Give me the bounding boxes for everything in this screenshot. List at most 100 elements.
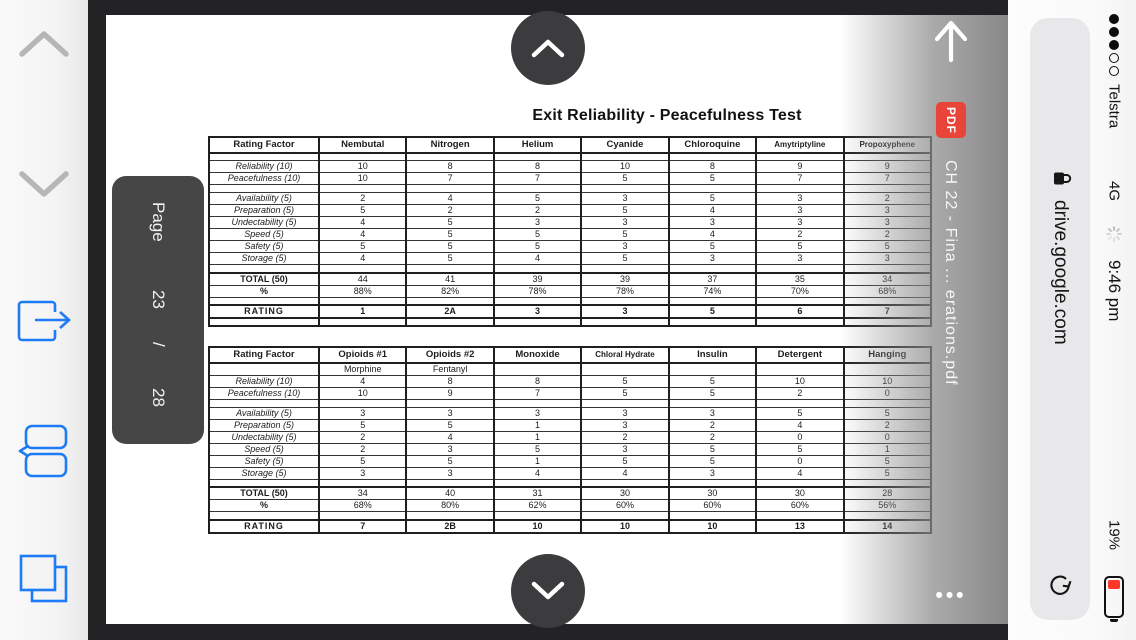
table-cell: 7	[492, 386, 583, 400]
more-options-button[interactable]: •••	[935, 584, 967, 607]
row-label	[208, 317, 320, 327]
table-cell	[667, 398, 758, 408]
address-bar[interactable]: drive.google.com	[1030, 18, 1090, 620]
table-cell	[755, 317, 845, 327]
table-row: Undectability (5) 4 5 3 3 3 3 3	[208, 216, 933, 230]
table-cell: 0	[755, 430, 845, 444]
table-cell: 3	[842, 252, 933, 266]
table-cell	[667, 511, 758, 521]
table-row: Availability (5) 3 3 3 3 3 5 5	[208, 406, 933, 420]
close-viewer-button[interactable]	[931, 18, 971, 69]
lock-icon	[1048, 171, 1073, 187]
table-cell	[842, 317, 933, 327]
table-cell: 3	[580, 406, 670, 420]
table-cell: 31	[492, 486, 583, 501]
rating-table-1: Rating Factor Nembutal Nitrogen Helium Cyani…	[208, 136, 933, 328]
table-cell	[755, 398, 845, 408]
table-cell	[580, 317, 670, 327]
chevron-up-icon	[531, 39, 565, 58]
reload-icon[interactable]	[1047, 572, 1073, 603]
table-row: % 68% 80% 62% 60% 60% 60% 56%	[208, 499, 933, 513]
table-cell: 62%	[492, 499, 583, 513]
table-cell	[492, 317, 583, 327]
table-cell	[317, 398, 408, 408]
next-page-button[interactable]	[511, 554, 585, 628]
forward-button[interactable]	[0, 170, 88, 200]
table-cell	[492, 184, 583, 194]
table-cell: 10	[492, 518, 583, 534]
table-cell	[317, 478, 408, 488]
table-cell	[317, 511, 408, 521]
previous-page-button[interactable]	[511, 11, 585, 85]
page-separator: /	[149, 342, 168, 347]
page-indicator: Page 23 / 28	[112, 176, 204, 444]
table-cell	[492, 152, 583, 162]
table-cell	[842, 152, 933, 162]
row-label: Peacefulness (10)	[208, 172, 320, 186]
row-label: Safety (5)	[208, 240, 320, 254]
table-cell: Morphine	[317, 362, 408, 376]
table-cell: 2	[317, 442, 408, 456]
table-cell: 5	[842, 466, 933, 480]
table-cell: 80%	[405, 499, 495, 513]
table-cell: 5	[580, 204, 670, 218]
table-cell	[842, 398, 933, 408]
table-cell: 30	[580, 486, 670, 501]
table-cell: 2	[842, 192, 933, 206]
table-cell: 82%	[405, 284, 495, 298]
table-cell: 2	[317, 430, 408, 444]
row-label: Preparation (5)	[208, 204, 320, 218]
row-label: %	[208, 499, 320, 513]
table-cell	[580, 478, 670, 488]
table-cell: 4	[317, 252, 408, 266]
table-cell: 5	[580, 374, 670, 388]
table-cell	[580, 362, 670, 376]
tabs-button[interactable]	[0, 552, 88, 606]
table-cell: 68%	[842, 284, 933, 298]
share-button[interactable]	[0, 299, 88, 343]
column-header: Chloral Hydrate	[580, 346, 670, 364]
table-cell	[405, 296, 495, 306]
table-cell	[755, 478, 845, 488]
table-cell	[492, 264, 583, 274]
table-cell: 39	[492, 272, 583, 286]
table-header-row: Rating Factor Nembutal Nitrogen Helium Cyani…	[208, 136, 933, 154]
table-cell	[842, 511, 933, 521]
back-button[interactable]	[0, 28, 88, 58]
table-cell: 3	[492, 216, 583, 230]
table-cell	[317, 317, 408, 327]
table-cell	[580, 511, 670, 521]
table-cell: 3	[755, 216, 845, 230]
row-label: RATING	[208, 304, 320, 320]
table-row: Safety (5) 5 5 5 3 5 5 5	[208, 240, 933, 254]
pdf-page[interactable]: Exit Reliability - Peacefulness Test Rat…	[106, 15, 1008, 624]
table-row: Availability (5) 2 4 5 3 5 3 2	[208, 192, 933, 206]
table-cell: 4	[317, 216, 408, 230]
table-row: % 88% 82% 78% 78% 74% 70% 68%	[208, 284, 933, 298]
tabs-icon	[19, 554, 68, 603]
table-cell: 7	[492, 172, 583, 186]
column-header: Opioids #1	[317, 346, 408, 364]
row-label	[208, 362, 320, 376]
table-cell: 5	[667, 374, 758, 388]
table-cell	[405, 511, 495, 521]
pdf-badge-label: PDF	[944, 106, 958, 134]
table-cell	[317, 152, 408, 162]
safari-top-bar: drive.google.com Telstra 4G 9:46 pm 19%	[1008, 0, 1136, 640]
table-cell: 5	[667, 442, 758, 456]
table-row	[208, 264, 933, 274]
table-cell: 7	[842, 172, 933, 186]
carrier-label: Telstra	[1105, 84, 1123, 129]
table-cell: 2	[317, 192, 408, 206]
table-cell: 3	[842, 204, 933, 218]
bookmarks-button[interactable]	[0, 424, 88, 478]
row-label: %	[208, 284, 320, 298]
table-cell: 5	[405, 252, 495, 266]
table-cell	[405, 264, 495, 274]
url-text: drive.google.com	[1050, 200, 1071, 345]
table-cell: 35	[755, 272, 845, 286]
table-cell: 60%	[755, 499, 845, 513]
table-cell	[580, 152, 670, 162]
table-row	[208, 317, 933, 327]
column-header: Cyanide	[580, 136, 670, 154]
